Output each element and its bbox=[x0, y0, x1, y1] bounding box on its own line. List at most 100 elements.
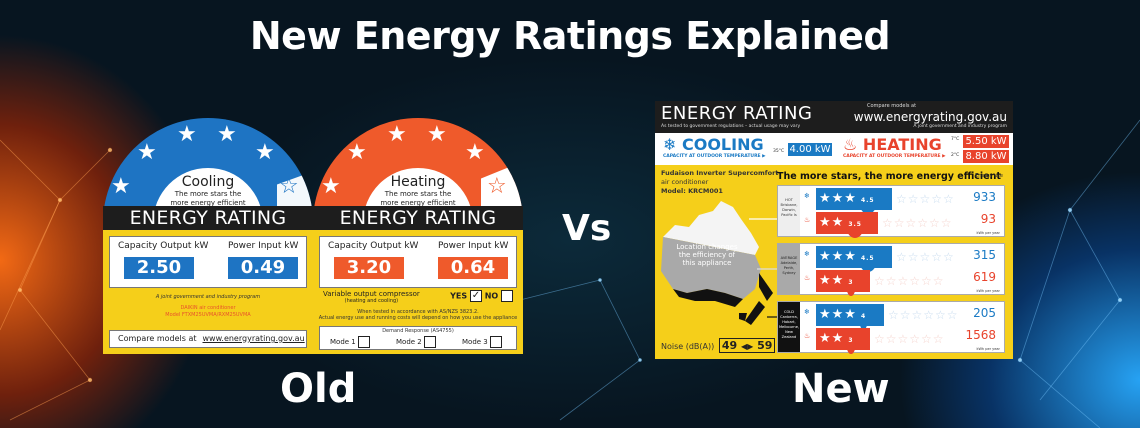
no-checkbox[interactable] bbox=[501, 290, 513, 302]
heating-star-bar: ★★ 3 bbox=[816, 270, 870, 296]
arc-heading: Cooling bbox=[181, 174, 235, 190]
page-title: New Energy Ratings Explained bbox=[249, 14, 891, 58]
variable-compressor: Variable output compressor (heating and … bbox=[323, 290, 420, 304]
capacity-strip: ❄ COOLING CAPACITY AT OUTDOOR TEMPERATUR… bbox=[655, 133, 1013, 165]
empty-stars: ☆☆☆☆☆ bbox=[896, 250, 955, 264]
kwh-unit: kWh per year bbox=[976, 289, 1000, 293]
zone-places: Canberra, Hobart, Melbourne, New Zealand bbox=[778, 315, 800, 339]
no-label: NO bbox=[484, 291, 499, 301]
heat-temp-2: 2°C bbox=[951, 153, 960, 158]
star-icon: ★ bbox=[217, 122, 237, 147]
label-body: Capacity Output kW Power Input kW 2.50 0… bbox=[103, 230, 313, 354]
compare-text: Compare models at bbox=[118, 334, 197, 343]
demand-title: Demand Response (AS4755) bbox=[382, 328, 454, 334]
cool-temp: 35°C bbox=[773, 149, 785, 154]
cooling-star-bar: ★★★ 4 bbox=[816, 304, 884, 330]
mode-label: Mode 3 bbox=[462, 338, 488, 346]
compare-url[interactable]: www.energyrating.gov.au bbox=[202, 334, 305, 343]
heating-energy-use: 1568 bbox=[965, 328, 996, 342]
brand-text: DAIKIN air conditioner bbox=[180, 305, 236, 311]
header-subtitle: As tested to government regulations – ac… bbox=[661, 124, 801, 129]
yes-checkbox[interactable]: ✓ bbox=[469, 290, 482, 302]
heating-rating: 3 bbox=[846, 270, 856, 296]
new-energy-label: ENERGY RATING As tested to government re… bbox=[655, 101, 1013, 359]
capacity-value: 3.20 bbox=[334, 257, 404, 279]
mode-label: Mode 2 bbox=[396, 338, 422, 346]
arc-text: Heating The more stars the more energy e… bbox=[313, 174, 523, 208]
star-icon: ★ bbox=[465, 140, 485, 165]
empty-stars: ☆☆☆☆☆ bbox=[896, 192, 955, 206]
speaker-icon: ◀▶ bbox=[740, 342, 754, 351]
slogan: The more stars, the more energy efficien… bbox=[777, 171, 1001, 182]
zone-name: AVERAGE bbox=[780, 256, 798, 260]
arc-subtext: The more stars the bbox=[384, 190, 452, 198]
noise-box: 49 ◀▶ 59 bbox=[718, 338, 776, 353]
yes-label: YES bbox=[450, 291, 468, 301]
demand-response-box: Demand Response (AS4755) Mode 1 Mode 2 M… bbox=[319, 326, 517, 350]
zone-label: HOT Brisbane, Darwin, Pacific Is bbox=[778, 186, 800, 236]
variable-subtext: (heating and cooling) bbox=[344, 298, 399, 304]
power-value: 0.64 bbox=[438, 257, 508, 279]
heat-waves-icon: ♨ bbox=[804, 216, 811, 224]
mode-2-checkbox[interactable] bbox=[424, 336, 436, 348]
arc-subtext: more energy efficient bbox=[380, 199, 456, 207]
heat-waves-icon: ♨ bbox=[804, 332, 811, 340]
star-icon: ★ bbox=[427, 122, 447, 147]
actual-text: Actual energy use and running costs will… bbox=[318, 315, 518, 321]
svg-text:Location changes: Location changes bbox=[676, 243, 738, 251]
zone-cold: COLD Canberra, Hobart, Melbourne, New Ze… bbox=[777, 301, 1005, 354]
capacity-label: Capacity Output kW bbox=[328, 241, 419, 251]
heating-rating: 3 bbox=[846, 328, 856, 354]
heating-capacity-sub: CAPACITY AT OUTDOOR TEMPERATURE ▶ bbox=[843, 154, 946, 159]
compare-box: Compare models at www.energyrating.gov.au bbox=[109, 330, 307, 348]
arc-subtext: The more stars the bbox=[174, 190, 242, 198]
cool-kw: 4.00 kW bbox=[788, 143, 832, 156]
snowflake-icon: ❄ bbox=[804, 250, 810, 258]
model-text: Model FTXM25UVMA/RXM25UVMA bbox=[165, 312, 251, 318]
cooling-energy-use: 315 bbox=[973, 248, 996, 262]
mode-3: Mode 3 bbox=[462, 336, 502, 348]
capacity-box: Capacity Output kW Power Input kW 3.20 0… bbox=[319, 236, 517, 288]
cooling-rating: 4 bbox=[858, 304, 869, 330]
variable-text: Variable output compressor bbox=[323, 290, 420, 298]
product-info: Fudaison Inverter Supercomfort air condi… bbox=[661, 169, 778, 196]
empty-stars: ☆☆☆☆☆☆ bbox=[888, 308, 959, 322]
mode-1-checkbox[interactable] bbox=[358, 336, 370, 348]
old-cooling-label: ★ ★ ★ ★ ★ ☆ Cooling The more stars the m… bbox=[103, 118, 313, 354]
heating-star-bar: ★★ 3 bbox=[816, 328, 870, 354]
cooling-star-bar: ★★★ 4.5 bbox=[816, 188, 892, 214]
noise-label: Noise (dB(A)) bbox=[661, 342, 715, 351]
power-label: Power Input kW bbox=[438, 241, 509, 251]
mode-2: Mode 2 bbox=[396, 336, 436, 348]
noise-rating: Noise (dB(A)) 49 ◀▶ 59 bbox=[661, 338, 776, 353]
svg-text:the efficiency of: the efficiency of bbox=[679, 251, 736, 259]
vs-label: Vs bbox=[562, 208, 612, 249]
mode-3-checkbox[interactable] bbox=[490, 336, 502, 348]
snowflake-icon: ❄ bbox=[804, 308, 810, 316]
star-icon: ★ bbox=[347, 140, 367, 165]
old-heating-label: ★ ★ ★ ★ ★ ☆ Heating The more stars the m… bbox=[313, 118, 523, 354]
star-icon: ★ bbox=[111, 174, 131, 199]
mode-label: Mode 1 bbox=[330, 338, 356, 346]
capacity-box: Capacity Output kW Power Input kW 2.50 0… bbox=[109, 236, 307, 288]
heat-waves-icon: ♨ bbox=[843, 135, 858, 154]
heat-kw-2: 8.80 kW bbox=[963, 150, 1009, 163]
header-title: ENERGY RATING bbox=[661, 103, 813, 124]
cooling-text: COOLING bbox=[681, 135, 764, 154]
power-label: Power Input kW bbox=[228, 241, 299, 251]
compare-url[interactable]: www.energyrating.gov.au bbox=[853, 110, 1007, 124]
kwh-unit: kWh per year bbox=[976, 347, 1000, 351]
star-icon: ★ bbox=[137, 140, 157, 165]
empty-stars: ☆☆☆☆☆☆ bbox=[874, 332, 945, 346]
product-model: Model: KRCM001 bbox=[661, 187, 723, 195]
star-icon: ★ bbox=[255, 140, 275, 165]
capacity-label: Capacity Output kW bbox=[118, 241, 209, 251]
joint-program: A joint government and industry program bbox=[155, 294, 261, 300]
heating-text: HEATING bbox=[862, 135, 942, 154]
cooling-rating: 4.5 bbox=[858, 246, 877, 272]
heating-energy-use: 93 bbox=[980, 212, 996, 226]
noise-indoor: 49 bbox=[721, 339, 738, 352]
zone-label: COLD Canberra, Hobart, Melbourne, New Ze… bbox=[778, 302, 800, 352]
capacity-value: 2.50 bbox=[124, 257, 194, 279]
